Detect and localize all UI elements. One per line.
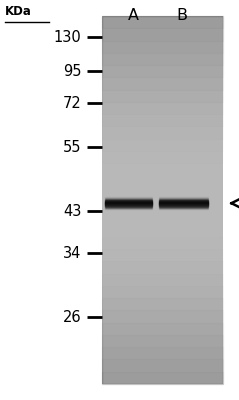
Text: A: A xyxy=(128,8,139,23)
Text: 34: 34 xyxy=(63,246,81,261)
Text: 95: 95 xyxy=(63,64,81,79)
Text: B: B xyxy=(176,8,187,23)
Text: 72: 72 xyxy=(63,96,81,111)
Text: KDa: KDa xyxy=(5,5,32,18)
Text: 55: 55 xyxy=(63,140,81,155)
Text: 130: 130 xyxy=(54,30,81,45)
Bar xyxy=(102,16,223,384)
Text: 43: 43 xyxy=(63,204,81,219)
Text: 26: 26 xyxy=(63,310,81,325)
